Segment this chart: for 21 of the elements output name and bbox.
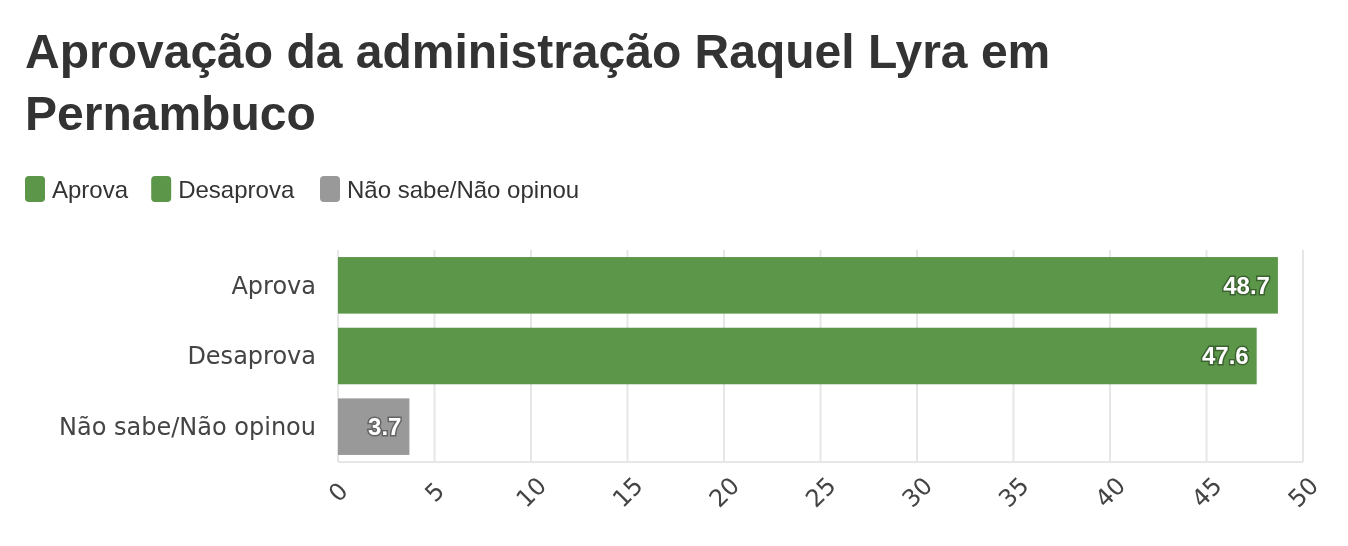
data-label: 3.7 <box>368 413 402 441</box>
x-tick-label: 15 <box>607 471 649 513</box>
y-tick-label: Aprova <box>231 271 316 300</box>
x-tick-label: 35 <box>993 471 1035 513</box>
data-label: 48.7 <box>1223 271 1270 299</box>
x-tick-label: 5 <box>419 476 451 508</box>
legend-label: Desaprova <box>178 176 295 203</box>
x-tick-label: 0 <box>322 476 354 508</box>
y-tick-label: Desaprova <box>187 342 316 371</box>
x-tick-label: 30 <box>896 471 938 513</box>
x-tick-label: 40 <box>1089 471 1131 513</box>
x-tick-label: 45 <box>1186 471 1228 513</box>
y-tick-label: Não sabe/Não opinou <box>59 413 316 442</box>
legend-label: Aprova <box>52 176 129 203</box>
x-tick-label: 50 <box>1282 471 1324 513</box>
x-tick-label: 25 <box>800 471 842 513</box>
data-label: 47.6 <box>1201 342 1249 370</box>
x-tick-label: 10 <box>510 471 552 513</box>
chart-title: Aprovação da administração Raquel Lyra em Pernambuco <box>25 25 1051 140</box>
legend-label: Não sabe/Não opinou <box>347 176 580 203</box>
x-tick-label: 20 <box>703 471 745 513</box>
